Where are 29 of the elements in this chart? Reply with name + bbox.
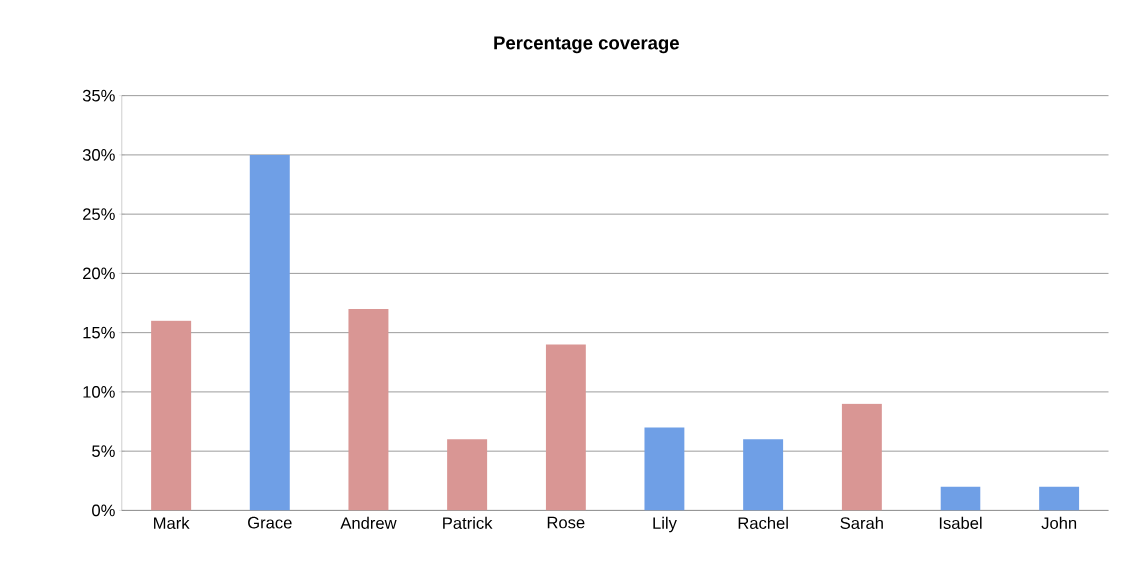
y-tick-label: 0%	[92, 504, 115, 517]
bar	[151, 320, 192, 511]
y-tick-label: 15%	[83, 326, 115, 339]
x-tick-label: Isabel	[939, 516, 982, 529]
y-tick-label: 25%	[83, 208, 115, 221]
x-tick-label: Grace	[248, 516, 292, 529]
chart-title: Percentage coverage	[494, 36, 679, 54]
x-tick-label: Sarah	[840, 516, 883, 529]
x-tick-label: Andrew	[340, 516, 397, 529]
bar	[447, 439, 488, 511]
x-tick-label: Mark	[154, 516, 190, 529]
bar	[348, 308, 389, 511]
bar	[841, 403, 882, 511]
x-tick-label: Rose	[547, 516, 585, 529]
bar	[1039, 486, 1080, 511]
bar	[940, 486, 981, 511]
bar	[743, 439, 784, 511]
y-tick-label: 30%	[82, 149, 115, 161]
bar	[644, 427, 685, 511]
y-tick-label: 5%	[92, 445, 115, 457]
x-tick-label: Rachel	[738, 516, 788, 529]
x-tick-label: Lily	[653, 516, 677, 533]
y-tick-label: 35%	[82, 89, 115, 102]
x-tick-label: Patrick	[443, 516, 493, 529]
x-tick-label: John	[1041, 516, 1077, 529]
y-tick-label: 10%	[83, 386, 115, 398]
y-tick-label: 20%	[83, 267, 115, 280]
bar	[545, 344, 586, 511]
bar	[249, 154, 290, 511]
